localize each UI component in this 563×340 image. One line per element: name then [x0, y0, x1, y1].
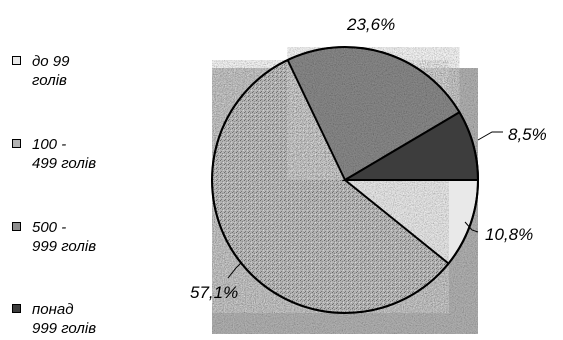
data-label-under-99: 10,8% [485, 225, 533, 244]
pie-outline [211, 46, 479, 314]
legend: до 99 голів 100 - 499 голів 500 - 999 го… [12, 0, 152, 340]
data-label-500-999: 23,6% [346, 15, 395, 34]
data-label-100-499: 57,1% [190, 283, 238, 302]
legend-label: 500 - 999 голів [32, 219, 97, 255]
legend-label: 100 - 499 голів [32, 136, 97, 172]
legend-swatch [12, 222, 21, 231]
data-label-over-999: 8,5% [508, 125, 547, 144]
legend-label: до 99 голів [32, 53, 70, 89]
legend-swatch [12, 139, 21, 148]
legend-swatch [12, 56, 21, 65]
leader-line [477, 131, 503, 141]
legend-label: понад 999 голів [32, 301, 97, 337]
legend-swatch [12, 304, 21, 313]
leader-line [464, 221, 479, 233]
leader-line [227, 261, 243, 279]
